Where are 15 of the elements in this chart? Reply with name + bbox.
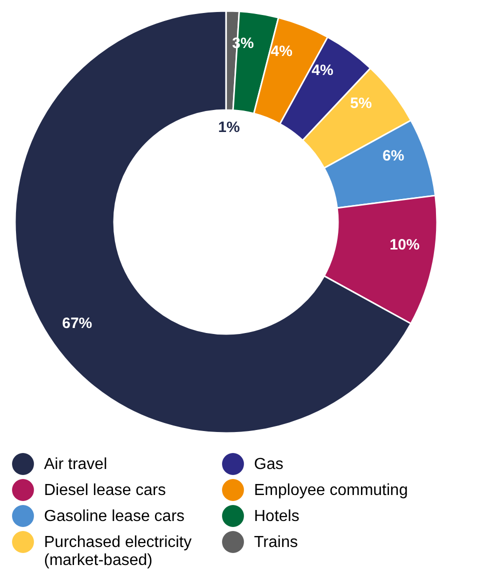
data-label: 10% [390,236,420,254]
data-label: 5% [350,94,372,112]
legend-label: Air travel [44,456,108,473]
data-label: 67% [62,315,92,332]
legend-label: Purchased electricity (market-based) [44,534,192,569]
legend-label: Gas [254,456,284,473]
legend-label: Gasoline lease cars [44,508,185,525]
data-label: 1% [218,119,240,136]
legend-label: Trains [254,534,298,551]
legend-label: Hotels [254,508,300,525]
data-label: 4% [312,62,334,80]
legend-label: Diesel lease cars [44,482,166,499]
legend-label: Employee commuting [254,482,408,499]
data-label: 6% [382,148,404,165]
data-label: 4% [270,42,292,60]
